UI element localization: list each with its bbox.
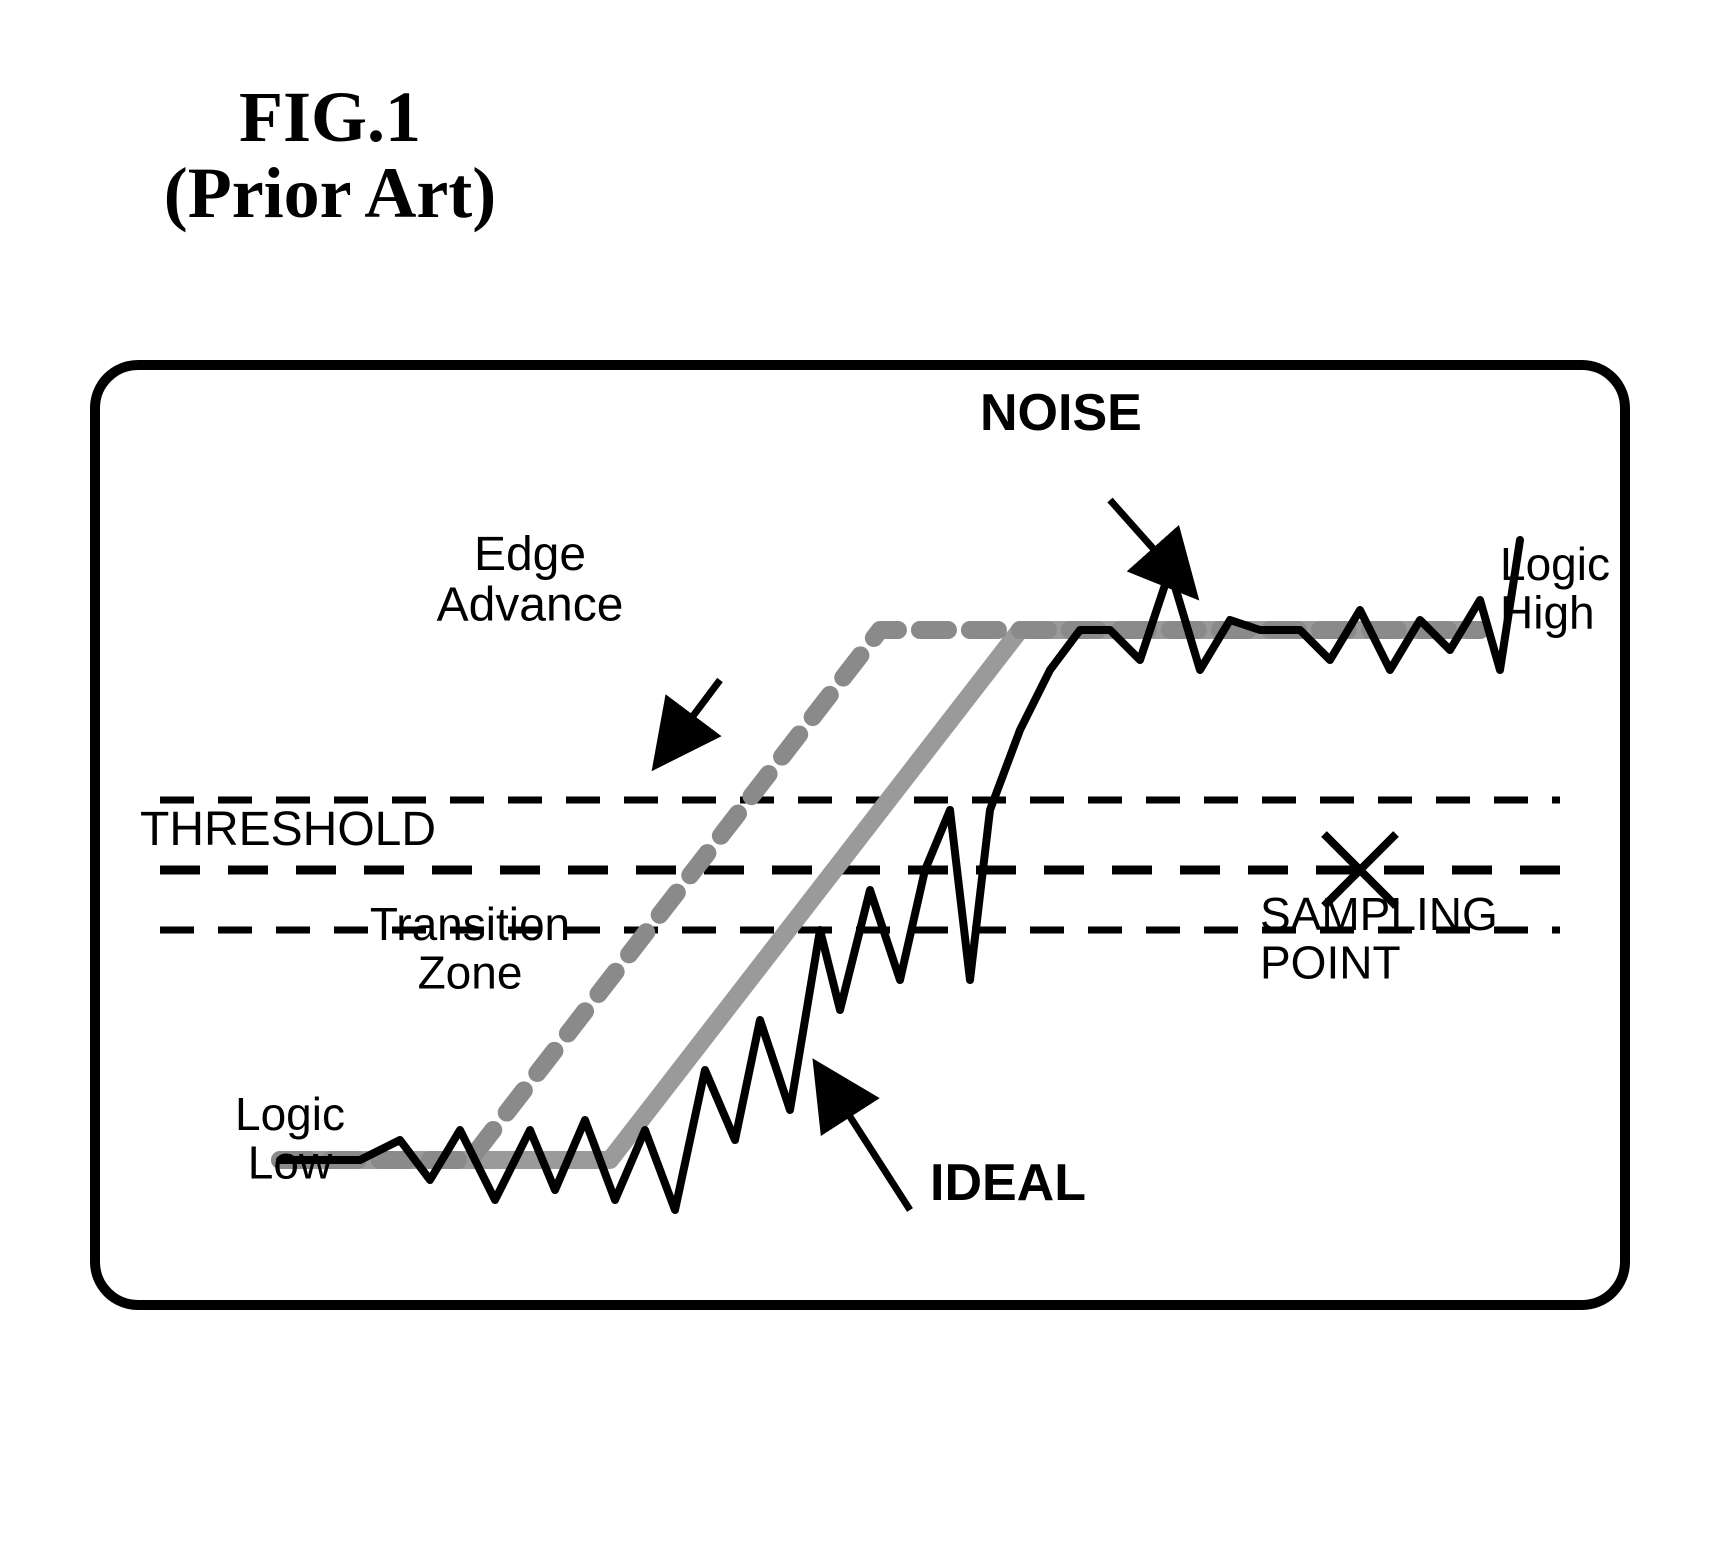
page: FIG.1 (Prior Art) NOISE EdgeAdvance LogicH… [0,0,1736,1550]
label-noise: NOISE [980,384,1142,442]
label-ideal: IDEAL [930,1154,1086,1212]
label-logic_high: LogicHigh [1500,538,1610,638]
label-sampling: SAMPLINGPOINT [1260,888,1498,988]
noise-signal-line [280,540,1520,1210]
figure-title-line1: FIG.1 [90,80,570,156]
diagram-frame: NOISE EdgeAdvance LogicHigh THRESHOLD Transi… [90,360,1630,1310]
label-transition: TransitionZone [370,898,570,998]
label-threshold: THRESHOLD [140,803,436,856]
label-logic_low: LogicLow [235,1088,345,1188]
label-edge_advance: EdgeAdvance [437,528,624,631]
figure-title-line2: (Prior Art) [90,156,570,232]
figure-heading: FIG.1 (Prior Art) [90,80,570,231]
diagram-svg: NOISE EdgeAdvance LogicHigh THRESHOLD Transi… [100,370,1620,1300]
